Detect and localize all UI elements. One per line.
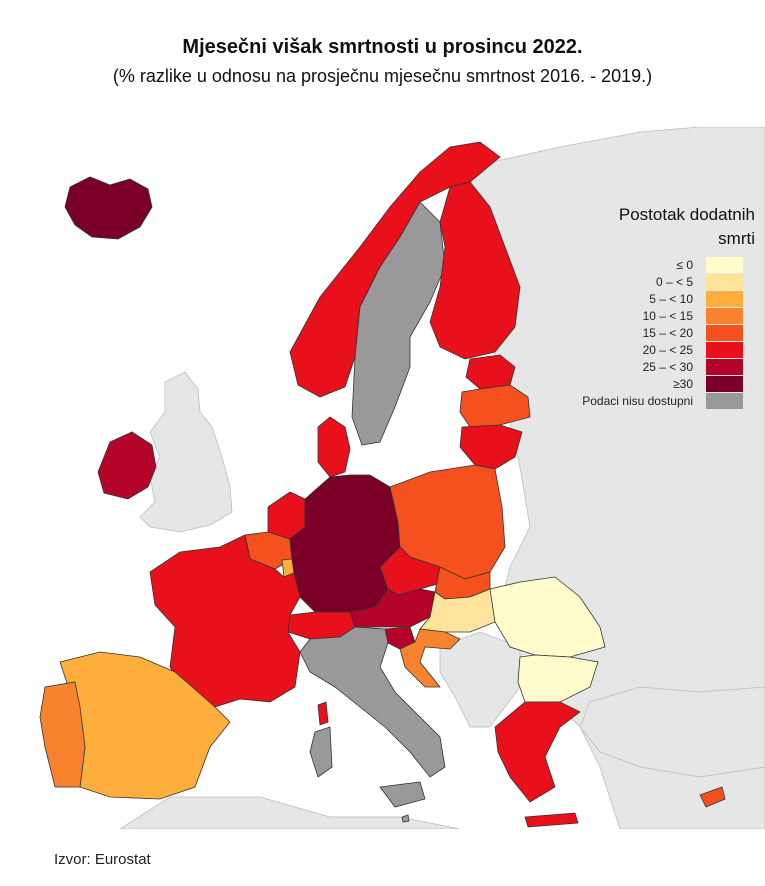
region-crete[interactable] xyxy=(524,812,579,828)
legend-swatch xyxy=(706,359,743,375)
legend-item: 20 – < 25 xyxy=(540,342,755,358)
region-malta[interactable] xyxy=(401,814,410,823)
legend-item: 15 – < 20 xyxy=(540,325,755,341)
region-sardinia[interactable] xyxy=(309,726,333,778)
legend-item: ≥30 xyxy=(540,376,755,392)
map-svg xyxy=(0,127,765,829)
uk-landmass xyxy=(139,371,233,533)
legend-swatch xyxy=(706,308,743,324)
legend-item: Podaci nisu dostupni xyxy=(540,393,755,409)
legend-item-label: ≤ 0 xyxy=(676,258,693,272)
region-sweden[interactable] xyxy=(351,201,446,446)
legend-swatch xyxy=(706,342,743,358)
legend-swatch xyxy=(706,291,743,307)
legend-item: 25 – < 30 xyxy=(540,359,755,375)
region-iceland[interactable] xyxy=(64,176,153,240)
legend-item: 10 – < 15 xyxy=(540,308,755,324)
legend-item-label: 20 – < 25 xyxy=(642,343,693,357)
source-note: Izvor: Eurostat xyxy=(54,851,151,868)
region-italy[interactable] xyxy=(299,626,446,778)
region-croatia[interactable] xyxy=(399,628,461,688)
legend-swatch xyxy=(706,274,743,290)
europe-map xyxy=(0,127,765,829)
region-corsica[interactable] xyxy=(317,701,329,726)
legend-swatch xyxy=(706,325,743,341)
legend-title: Postotak dodatnih smrti xyxy=(555,203,755,251)
region-latvia[interactable] xyxy=(459,384,531,428)
legend-swatch xyxy=(706,376,743,392)
legend-swatch xyxy=(706,257,743,273)
region-bulgaria[interactable] xyxy=(517,654,599,703)
region-romania[interactable] xyxy=(489,576,606,658)
legend-item-label: 10 – < 15 xyxy=(642,309,693,323)
legend-item: 0 – < 5 xyxy=(540,274,755,290)
region-sicily[interactable] xyxy=(379,781,426,808)
chart-subtitle: (% razlike u odnosu na prosječnu mjesečn… xyxy=(112,66,653,86)
turkey-landmass xyxy=(579,686,765,778)
region-finland[interactable] xyxy=(429,181,521,360)
legend-item: ≤ 0 xyxy=(540,257,755,273)
legend-item-label: 5 – < 10 xyxy=(649,292,693,306)
region-cyprus[interactable] xyxy=(699,786,726,808)
legend-item-label: 25 – < 30 xyxy=(642,360,693,374)
region-lithuania[interactable] xyxy=(459,424,523,470)
legend-item-label: 0 – < 5 xyxy=(655,275,693,289)
balkans-landmass xyxy=(439,631,521,728)
region-denmark[interactable] xyxy=(317,416,351,478)
region-ireland[interactable] xyxy=(97,431,157,500)
legend-swatch xyxy=(706,393,743,409)
legend-item-label: Podaci nisu dostupni xyxy=(582,394,693,408)
legend-item-label: ≥30 xyxy=(673,377,693,391)
legend-title-line2: smrti xyxy=(718,229,755,248)
region-greece[interactable] xyxy=(494,701,581,803)
region-portugal[interactable] xyxy=(39,681,86,788)
chart-title: Mjesečni višak smrtnosti u prosincu 2022… xyxy=(182,36,583,58)
legend-title-line1: Postotak dodatnih xyxy=(618,205,755,224)
legend-item-label: 15 – < 20 xyxy=(642,326,693,340)
north-africa-landmass xyxy=(119,796,461,829)
legend-item: 5 – < 10 xyxy=(540,291,755,307)
